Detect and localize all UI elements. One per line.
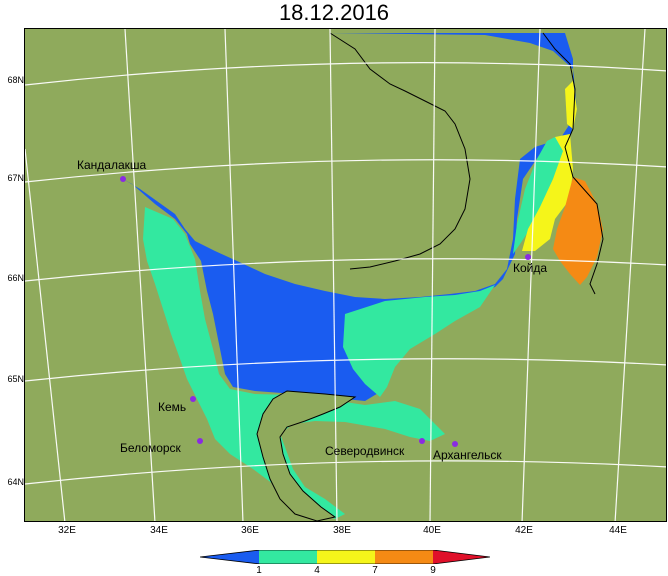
- city-marker: [197, 438, 203, 444]
- sea-zone-4-east: [513, 137, 565, 254]
- color-legend: [200, 550, 490, 564]
- city-label: Кемь: [158, 400, 186, 414]
- lon-label-36e: 36E: [241, 525, 259, 536]
- legend-tick-4: 4: [314, 565, 320, 576]
- legend-segment-max: [375, 550, 433, 564]
- sea-zone-4-west: [143, 207, 445, 519]
- city-marker: [419, 438, 425, 444]
- city-arkhangelsk[interactable]: Архангельск: [433, 441, 502, 462]
- city-kem[interactable]: Кемь: [158, 396, 196, 414]
- legend-segment-mid: [259, 550, 317, 564]
- lon-label-44e: 44E: [609, 525, 627, 536]
- legend-segment-low: [200, 550, 260, 564]
- map-title: 18.12.2016: [278, 0, 390, 25]
- lon-label-34e: 34E: [150, 525, 168, 536]
- sea-zone-9: [553, 177, 603, 285]
- coastline-north: [329, 32, 471, 270]
- legend-tick-9: 9: [430, 565, 436, 576]
- lat-label-64n: 64N: [7, 477, 24, 487]
- lat-label-66n: 66N: [7, 273, 24, 283]
- city-label: Койда: [513, 261, 547, 275]
- city-label: Беломорск: [120, 441, 182, 455]
- city-severodvinsk[interactable]: Северодвинск: [325, 438, 425, 458]
- city-koida[interactable]: Койда: [513, 254, 547, 275]
- map-area[interactable]: Кандалакша Койда Кемь Беломорск Северодв…: [24, 28, 667, 522]
- legend-tick-7: 7: [372, 565, 378, 576]
- city-label: Архангельск: [433, 448, 502, 462]
- city-marker: [525, 254, 531, 260]
- city-marker: [190, 396, 196, 402]
- city-marker: [452, 441, 458, 447]
- city-kandalaksha[interactable]: Кандалакша: [77, 158, 147, 182]
- lon-label-38e: 38E: [333, 525, 351, 536]
- sea-zone-4-center: [343, 285, 495, 397]
- city-belomorsk[interactable]: Беломорск: [120, 438, 203, 455]
- onega-peninsula: [256, 390, 357, 521]
- legend-tick-1: 1: [256, 565, 262, 576]
- lat-label-67n: 67N: [7, 173, 24, 183]
- graticule: [25, 29, 666, 521]
- legend-segment-high: [317, 550, 375, 564]
- lon-label-42e: 42E: [515, 525, 533, 536]
- lon-label-32e: 32E: [58, 525, 76, 536]
- sea-zone-7: [522, 134, 573, 251]
- city-label: Кандалакша: [77, 158, 147, 172]
- land-background: [25, 29, 666, 521]
- lat-label-65n: 65N: [7, 374, 24, 384]
- lat-label-68n: 68N: [7, 75, 24, 85]
- city-label: Северодвинск: [325, 444, 405, 458]
- sea-zone-1: [123, 33, 577, 401]
- map-svg: Кандалакша Койда Кемь Беломорск Северодв…: [25, 29, 666, 521]
- legend-segment-over: [433, 550, 490, 564]
- lon-label-40e: 40E: [423, 525, 441, 536]
- city-marker: [120, 176, 126, 182]
